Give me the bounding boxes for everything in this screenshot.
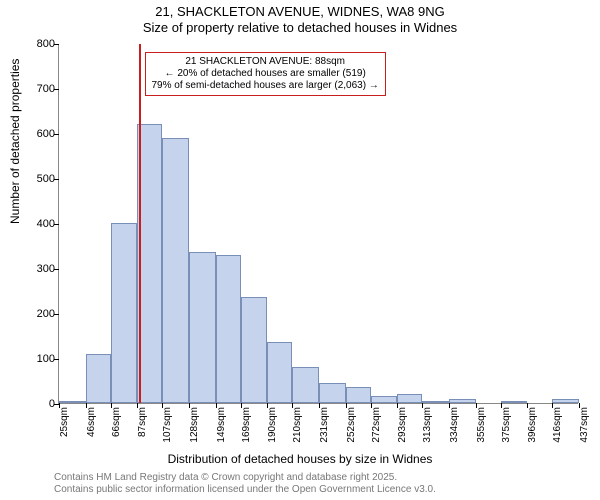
histogram-bar — [397, 394, 422, 403]
x-tick-label: 210sqm — [292, 407, 303, 443]
x-tick-label: 313sqm — [422, 407, 433, 443]
histogram-bar — [292, 367, 319, 403]
histogram-bar — [59, 401, 86, 403]
x-tick-label: 272sqm — [371, 407, 382, 443]
histogram-bar — [137, 124, 162, 403]
y-tick-mark — [54, 134, 59, 135]
x-tick-label: 355sqm — [476, 407, 487, 443]
y-tick-label: 400 — [37, 218, 55, 230]
footer-line-1: Contains HM Land Registry data © Crown c… — [54, 472, 436, 484]
histogram-bar — [86, 354, 111, 404]
histogram-bar — [111, 223, 138, 403]
annotation-line: 21 SHACKLETON AVENUE: 88sqm — [152, 56, 379, 68]
y-tick-label: 300 — [37, 263, 55, 275]
y-tick-mark — [54, 89, 59, 90]
histogram-bar — [162, 138, 189, 404]
x-tick-label: 231sqm — [319, 407, 330, 443]
x-tick-label: 25sqm — [59, 407, 70, 437]
y-tick-label: 100 — [37, 353, 55, 365]
x-tick-label: 190sqm — [267, 407, 278, 443]
y-tick-label: 800 — [37, 38, 55, 50]
histogram-bar — [216, 255, 241, 404]
y-tick-label: 600 — [37, 128, 55, 140]
x-tick-label: 107sqm — [162, 407, 173, 443]
histogram-bar — [267, 342, 292, 403]
y-tick-mark — [54, 269, 59, 270]
x-tick-label: 66sqm — [111, 407, 122, 437]
x-tick-label: 416sqm — [552, 407, 563, 443]
x-tick-label: 149sqm — [216, 407, 227, 443]
histogram-bar — [552, 399, 579, 404]
histogram-bar — [422, 401, 449, 403]
annotation-box: 21 SHACKLETON AVENUE: 88sqm← 20% of deta… — [145, 52, 386, 96]
x-tick-label: 169sqm — [241, 407, 252, 443]
y-axis-label: Number of detached properties — [8, 59, 22, 224]
histogram-bar — [449, 399, 476, 403]
annotation-line: 79% of semi-detached houses are larger (… — [152, 80, 379, 92]
chart-subtitle: Size of property relative to detached ho… — [0, 20, 600, 35]
histogram-bar — [241, 297, 268, 403]
x-tick-label: 375sqm — [501, 407, 512, 443]
x-tick-label: 87sqm — [137, 407, 148, 437]
property-marker-line — [139, 44, 141, 403]
y-tick-mark — [54, 179, 59, 180]
y-tick-mark — [54, 224, 59, 225]
histogram-bar — [189, 252, 216, 403]
x-tick-label: 46sqm — [86, 407, 97, 437]
x-tick-label: 437sqm — [579, 407, 590, 443]
bars-layer — [59, 44, 578, 403]
x-tick-label: 252sqm — [346, 407, 357, 443]
x-tick-label: 396sqm — [527, 407, 538, 443]
x-tick-label: 293sqm — [397, 407, 408, 443]
y-tick-mark — [54, 314, 59, 315]
y-tick-mark — [54, 44, 59, 45]
x-tick-label: 334sqm — [449, 407, 460, 443]
y-tick-mark — [54, 359, 59, 360]
footer-line-2: Contains public sector information licen… — [54, 484, 436, 496]
plot-area: 010020030040050060070080025sqm46sqm66sqm… — [58, 44, 578, 404]
chart-container: 21, SHACKLETON AVENUE, WIDNES, WA8 9NG S… — [0, 0, 600, 500]
histogram-bar — [501, 401, 528, 403]
histogram-bar — [346, 387, 371, 403]
annotation-line: ← 20% of detached houses are smaller (51… — [152, 68, 379, 80]
histogram-bar — [371, 396, 398, 403]
y-tick-label: 200 — [37, 308, 55, 320]
x-axis-label: Distribution of detached houses by size … — [0, 452, 600, 466]
footer-attribution: Contains HM Land Registry data © Crown c… — [54, 472, 436, 496]
y-tick-label: 500 — [37, 173, 55, 185]
chart-title: 21, SHACKLETON AVENUE, WIDNES, WA8 9NG — [0, 4, 600, 19]
x-tick-label: 128sqm — [189, 407, 200, 443]
y-tick-label: 700 — [37, 83, 55, 95]
histogram-bar — [319, 383, 346, 403]
